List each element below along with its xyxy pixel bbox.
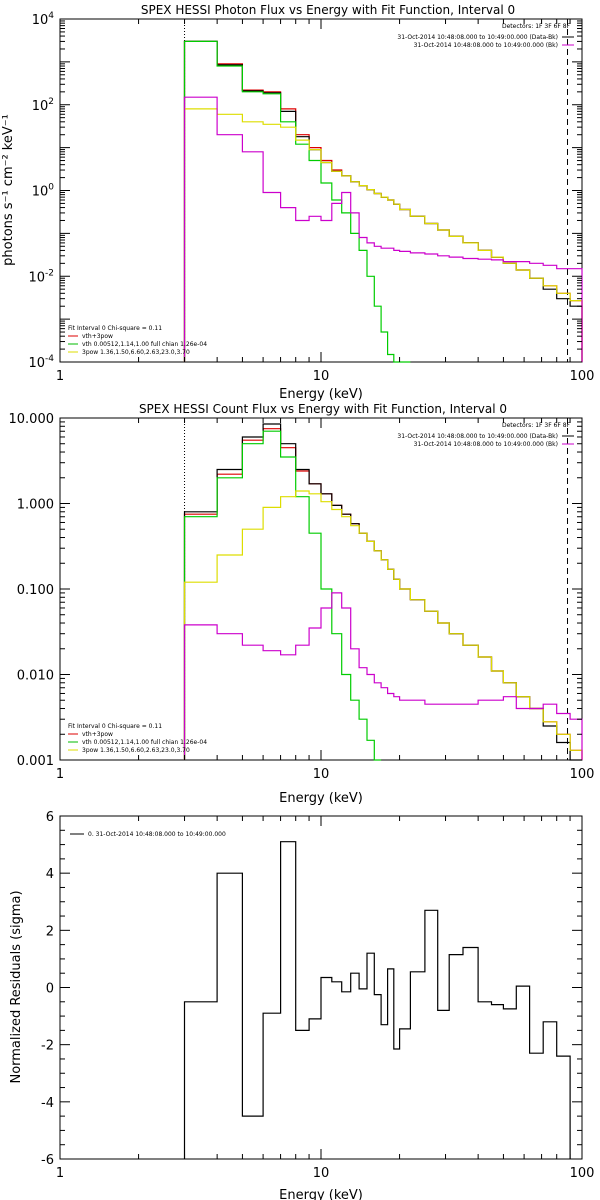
- photon-flux-title: SPEX HESSI Photon Flux vs Energy with Fi…: [141, 3, 515, 17]
- residuals-ylabel: Normalized Residuals (sigma): [9, 890, 24, 1083]
- count-flux-fit-entry: vth 0.00512,1.14,1.00 full chian 1.26e-0…: [82, 739, 207, 746]
- count-flux-fit-info: Fit Interval 0 Chi-square = 0.11vth+3pow…: [68, 723, 207, 754]
- photon-flux-y-ticklabels: 10-4 10-2 100 102 104: [28, 11, 54, 371]
- photon-flux-y-tick-label: 100: [32, 183, 55, 200]
- count-flux-y-tick-label: 0.001: [17, 754, 54, 769]
- residuals-y-tick-label: 2: [46, 924, 54, 939]
- count-flux-ticks: [59, 417, 582, 761]
- residuals-legend: 0. 31-Oct-2014 10:48:08.000 to 10:49:00.…: [70, 831, 226, 838]
- photon-flux-ticks: [59, 18, 582, 363]
- count-flux-y-ticklabels: 0.001 0.010 0.100 1.000 10.000: [9, 412, 55, 769]
- photon-flux-detectors: Detectors: 1F 3F 6F 8F: [502, 23, 571, 30]
- count-flux-x-tick-label: 10: [313, 767, 330, 782]
- photon-flux-y-tick-label: 10-4: [28, 354, 54, 371]
- residuals-y-tick-label: -2: [41, 1039, 54, 1054]
- count-flux-series: [183, 423, 583, 761]
- count-flux-legend-entry: 31-Oct-2014 10:48:08.000 to 10:49:00.000…: [414, 441, 558, 448]
- photon-flux-series: [183, 40, 583, 363]
- photon-flux-legend-entry: 31-Oct-2014 10:48:08.000 to 10:49:00.000…: [414, 42, 558, 49]
- residuals-y-tick-label: 4: [46, 867, 54, 882]
- photon-flux-frame: [59, 18, 583, 363]
- residuals-x-tick-label: 1: [56, 1166, 64, 1181]
- count-flux-panel: SPEX HESSI Count Flux vs Energy with Fit…: [9, 402, 595, 806]
- photon-flux-fit-entry: Fit Interval 0 Chi-square = 0.11: [68, 325, 162, 332]
- photon-flux-y-tick-label: 102: [32, 97, 54, 114]
- count-flux-series-2-line: [183, 430, 382, 761]
- count-flux-legend: 31-Oct-2014 10:48:08.000 to 10:49:00.000…: [397, 433, 574, 448]
- count-flux-series-3-line: [183, 490, 583, 760]
- photon-flux-fit-entry: vth 0.00512,1.14,1.00 full chian 1.26e-0…: [82, 341, 207, 348]
- count-flux-detectors: Detectors: 1F 3F 6F 8F: [502, 422, 571, 429]
- photon-flux-x-tick-label: 10: [313, 369, 330, 384]
- residuals-panel: 1 10 100 -6 -4 -2 0 2 4 6 Energy (keV) Normalize…: [9, 810, 594, 1200]
- count-flux-series-1-line: [183, 423, 582, 761]
- residuals-x-tick-label: 10: [313, 1166, 330, 1181]
- photon-flux-y-tick-label: 10-2: [28, 268, 54, 285]
- residuals-x-tick-label: 100: [570, 1166, 595, 1181]
- count-flux-fit-entry: Fit Interval 0 Chi-square = 0.11: [68, 723, 162, 730]
- photon-flux-fit-entry: vth+3pow: [82, 333, 113, 340]
- photon-flux-series-2-line: [183, 40, 411, 363]
- photon-flux-xlabel: Energy (keV): [279, 387, 363, 402]
- residuals-legend-entry: 0. 31-Oct-2014 10:48:08.000 to 10:49:00.…: [88, 831, 226, 838]
- residuals-y-ticklabels: -6 -4 -2 0 2 4 6: [41, 810, 54, 1168]
- photon-flux-series-4-line: [183, 96, 583, 362]
- photon-flux-legend: 31-Oct-2014 10:48:08.000 to 10:49:00.000…: [397, 34, 574, 49]
- photon-flux-x-ticklabels: 1 10 100: [56, 369, 595, 384]
- count-flux-fit-entry: vth+3pow: [82, 731, 113, 738]
- count-flux-y-tick-label: 1.000: [17, 498, 54, 513]
- residuals-y-tick-label: 6: [46, 810, 54, 825]
- count-flux-series-0-line: [183, 428, 583, 760]
- photon-flux-x-tick-label: 100: [570, 369, 595, 384]
- residuals-x-ticklabels: 1 10 100: [56, 1166, 595, 1181]
- count-flux-series-4-line: [183, 592, 583, 760]
- count-flux-x-tick-label: 1: [56, 767, 64, 782]
- photon-flux-series-0-line: [183, 40, 583, 362]
- count-flux-xlabel: Energy (keV): [279, 791, 363, 806]
- count-flux-x-ticklabels: 1 10 100: [56, 767, 595, 782]
- residuals-y-tick-label: 0: [46, 982, 54, 997]
- count-flux-y-tick-label: 0.010: [17, 669, 54, 684]
- photon-flux-fit-entry: 3pow 1.36,1.50,6.60,2.63,23.0,3.70: [82, 349, 190, 356]
- residuals-series-0-line: [183, 841, 571, 1159]
- count-flux-y-tick-label: 10.000: [9, 412, 55, 427]
- count-flux-fit-entry: 3pow 1.36,1.50,6.60,2.63,23.0,3.70: [82, 747, 190, 754]
- residuals-y-tick-label: -4: [41, 1096, 54, 1111]
- photon-flux-y-tick-label: 104: [32, 11, 55, 28]
- count-flux-y-tick-label: 0.100: [17, 583, 54, 598]
- residuals-series: [183, 841, 571, 1159]
- photon-flux-series-1-line: [183, 40, 583, 362]
- count-flux-x-tick-label: 100: [570, 767, 595, 782]
- photon-flux-legend-entry: 31-Oct-2014 10:48:08.000 to 10:49:00.000…: [397, 34, 558, 41]
- residuals-y-tick-label: -6: [41, 1153, 54, 1168]
- photon-flux-ylabel: photons s⁻¹ cm⁻² keV⁻¹: [1, 114, 16, 266]
- photon-flux-series-3-line: [183, 108, 583, 362]
- photon-flux-fit-info: Fit Interval 0 Chi-square = 0.11vth+3pow…: [68, 325, 207, 356]
- residuals-xlabel: Energy (keV): [279, 1188, 363, 1200]
- residuals-ticks: [59, 815, 582, 1160]
- photon-flux-panel: SPEX HESSI Photon Flux vs Energy with Fi…: [1, 3, 594, 402]
- photon-flux-x-tick-label: 1: [56, 369, 64, 384]
- count-flux-legend-entry: 31-Oct-2014 10:48:08.000 to 10:49:00.000…: [397, 433, 558, 440]
- count-flux-title: SPEX HESSI Count Flux vs Energy with Fit…: [139, 402, 507, 416]
